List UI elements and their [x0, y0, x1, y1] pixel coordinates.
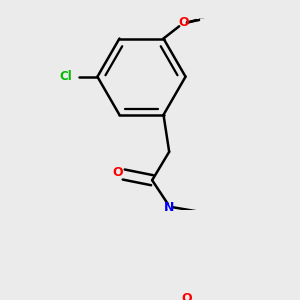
Text: methoxy: methoxy: [199, 18, 205, 19]
Text: O: O: [112, 166, 123, 179]
Text: N: N: [164, 201, 174, 214]
Text: Cl: Cl: [59, 70, 72, 83]
Text: O: O: [178, 16, 189, 29]
Text: O: O: [181, 292, 192, 300]
